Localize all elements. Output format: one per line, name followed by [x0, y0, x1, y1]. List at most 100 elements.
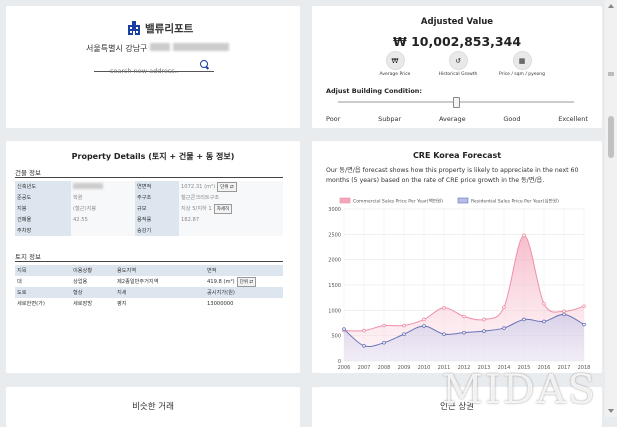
table-cell: 학원 — [71, 192, 135, 203]
table-cell: 신축년도 — [15, 181, 71, 192]
table-cell — [71, 225, 135, 236]
detail-button[interactable]: 자세히 — [213, 203, 233, 214]
x-tick-label: 2009 — [398, 365, 411, 370]
cre-forecast-card: CRE Korea Forecast Our 동/면/읍 forecast sh… — [312, 141, 602, 373]
commercial-data-point — [482, 317, 486, 322]
table-row: 신축년도 연면적 1072.31 (m²) 단위 ⇄ — [15, 181, 283, 192]
condition-excellent: Excellent — [558, 115, 588, 123]
table-row: 대 상업용 제2종일반주거지역 419.8 (m²) 단위 ⇄ — [15, 276, 283, 287]
condition-good: Good — [503, 115, 521, 123]
x-tick-label: 2006 — [338, 365, 351, 370]
redacted-address-part — [150, 43, 171, 51]
watermark: MIDAS — [441, 367, 597, 413]
table-cell: 용도지역 — [117, 268, 137, 274]
average-price-button[interactable]: ₩ Average Price — [365, 51, 425, 77]
residential-series-area — [344, 314, 584, 361]
x-tick-label: 2012 — [458, 365, 471, 370]
commercial-data-point — [582, 304, 586, 309]
residential-data-point — [542, 319, 546, 324]
y-tick-label: 500 — [331, 334, 341, 340]
land-section-title: 토지 정보 — [15, 253, 41, 261]
historical-growth-label: Historical Growth — [438, 72, 478, 77]
similar-deals-title: 비슷한 거래 — [132, 402, 174, 412]
logo[interactable]: 밸류리포트 — [126, 20, 193, 36]
search-card: 밸류리포트 서울특별시 강남구 — [6, 6, 300, 128]
table-row: 주차장 승강기 — [15, 225, 283, 236]
grid-icon: ▦ — [512, 51, 532, 70]
search-icon[interactable] — [200, 60, 208, 68]
table-cell: 건폐율 — [15, 214, 71, 225]
table-cell: 준공도 — [15, 192, 71, 203]
redacted-value — [73, 182, 103, 189]
unit-toggle-button[interactable]: 단위 ⇄ — [217, 181, 237, 192]
x-tick-label: 2010 — [418, 365, 431, 370]
residential-data-point — [382, 340, 386, 345]
logo-text: 밸류리포트 — [145, 22, 194, 35]
table-cell: 상업용 — [73, 279, 88, 285]
commercial-data-point — [542, 301, 546, 306]
condition-subpar: Subpar — [378, 115, 402, 123]
scroll-down-icon[interactable] — [608, 409, 614, 413]
scroll-marker — [608, 72, 614, 76]
condition-poor: Poor — [326, 115, 341, 123]
table-cell: (철근)지붕 — [71, 203, 135, 214]
commercial-data-point — [562, 309, 566, 314]
floor-area-value: 1072.31 (m²) — [181, 183, 216, 190]
table-row: 건폐율 42.55 용적률 182.87 — [15, 214, 283, 225]
residential-data-point — [342, 327, 346, 331]
address-line: 서울특별시 강남구 — [86, 43, 230, 54]
table-cell: 지세 — [117, 290, 127, 296]
table-cell: 지붕 — [15, 203, 71, 214]
table-cell: 세로장방 — [73, 301, 93, 307]
table-cell: 형상 — [73, 290, 83, 296]
table-cell: 419.8 (m²) 단위 ⇄ — [205, 276, 283, 287]
condition-average: Average — [438, 115, 466, 123]
commercial-data-point — [402, 323, 406, 328]
table-row: 지목 이용상황 용도지역 면적 — [15, 265, 283, 276]
y-tick-label: 2000 — [328, 258, 341, 264]
slider-knob[interactable] — [453, 97, 460, 108]
x-tick-label: 2007 — [358, 365, 371, 370]
x-tick-label: 2015 — [518, 365, 531, 370]
divider — [15, 177, 283, 178]
condition-slider[interactable] — [338, 97, 574, 108]
historical-growth-button[interactable]: ↺ Historical Growth — [428, 51, 488, 77]
table-cell: 공시지가(원) — [207, 290, 235, 296]
table-cell: 제2종일반주거지역 — [117, 279, 159, 285]
commercial-data-point — [522, 233, 526, 238]
table-cell: 세로한면(가) — [17, 301, 45, 307]
scrollbar-thumb[interactable] — [608, 116, 614, 158]
table-cell: 평지 — [117, 301, 127, 307]
table-cell: 용적률 — [135, 214, 179, 225]
residential-data-point — [522, 317, 526, 322]
scrollbar[interactable] — [605, 0, 617, 417]
search-input[interactable] — [94, 65, 210, 77]
building-info-table: 신축년도 연면적 1072.31 (m²) 단위 ⇄ 준공도 학원 주구조 철근콘… — [15, 181, 283, 236]
y-tick-label: 0 — [338, 359, 341, 365]
table-cell — [71, 181, 135, 192]
x-tick-label: 2014 — [498, 365, 511, 370]
won-icon: ₩ — [385, 51, 405, 70]
residential-data-point — [362, 344, 366, 348]
price-per-area-button[interactable]: ▦ Price / sqm / pyeong — [492, 51, 552, 77]
forecast-chart: 0 500 1000 1500 2000 2500 3000 2006 2007 2008 2009… — [328, 197, 590, 371]
residential-legend-label: Residential Sales Price Per Year(십만원) — [471, 198, 559, 205]
table-cell: 지목 — [17, 268, 27, 274]
table-cell: 42.55 — [71, 214, 135, 225]
similar-deals-card: 비슷한 거래 — [6, 387, 300, 427]
scroll-up-icon[interactable] — [608, 4, 614, 8]
y-tick-label: 3000 — [328, 207, 341, 213]
table-cell: 주차장 — [15, 225, 71, 236]
history-icon: ↺ — [448, 51, 468, 70]
residential-data-point — [502, 326, 506, 330]
search-bar — [94, 58, 214, 77]
unit-toggle-button[interactable]: 단위 ⇄ — [236, 276, 257, 287]
property-details-card: Property Details (토지 + 건물 + 동 정보) 건물 정보 … — [6, 141, 300, 373]
residential-legend-swatch — [457, 197, 469, 204]
residential-data-point — [462, 330, 466, 335]
valuation-amount: ₩ 10,002,853,344 — [392, 34, 522, 49]
table-cell: 1072.31 (m²) 단위 ⇄ — [179, 181, 283, 192]
x-tick-label: 2016 — [538, 365, 551, 370]
table-cell: 대 — [17, 279, 22, 285]
commercial-data-point — [442, 306, 446, 310]
